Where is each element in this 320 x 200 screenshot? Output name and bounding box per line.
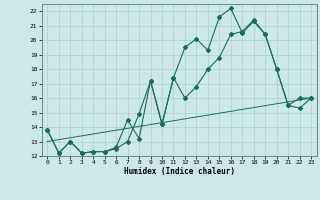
X-axis label: Humidex (Indice chaleur): Humidex (Indice chaleur) — [124, 167, 235, 176]
